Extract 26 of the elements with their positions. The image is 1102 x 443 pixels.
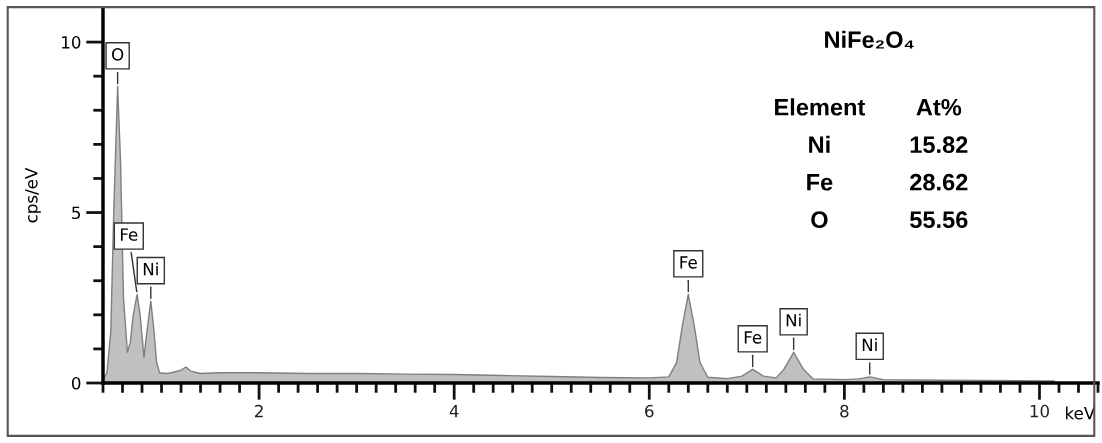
annotation: Element	[775, 98, 866, 116]
annotation: 55.56	[909, 211, 968, 229]
annotation: O	[811, 211, 828, 229]
annotation: Ni	[143, 262, 158, 276]
annotation: NiFe₂O₄	[825, 30, 914, 49]
y-axis-title: cps/eV	[25, 167, 41, 223]
annotation: Ni	[809, 135, 830, 153]
annotation: Fe	[120, 228, 138, 241]
x-tick-label: 8	[840, 404, 849, 418]
annotation: Ni	[862, 338, 877, 351]
annotation: Fe	[807, 174, 833, 191]
y-tick-label: 5	[72, 206, 81, 220]
y-tick-label: 0	[71, 376, 81, 390]
x-tick-label: 6	[645, 404, 654, 418]
annotation: Fe	[680, 256, 697, 269]
annotation: Fe	[744, 331, 762, 344]
annotation: At%	[916, 98, 962, 116]
x-tick-label: 4	[449, 405, 459, 418]
annotation: O	[112, 48, 124, 61]
annotation: 15.82	[910, 136, 968, 154]
x-tick-label: 10	[1030, 404, 1049, 418]
x-tick-label: 2	[255, 404, 263, 418]
y-tick-label: 10	[62, 36, 81, 49]
annotation: Ni	[786, 313, 801, 327]
annotation: 28.62	[910, 173, 968, 191]
x-axis-title: keV	[1066, 406, 1096, 420]
